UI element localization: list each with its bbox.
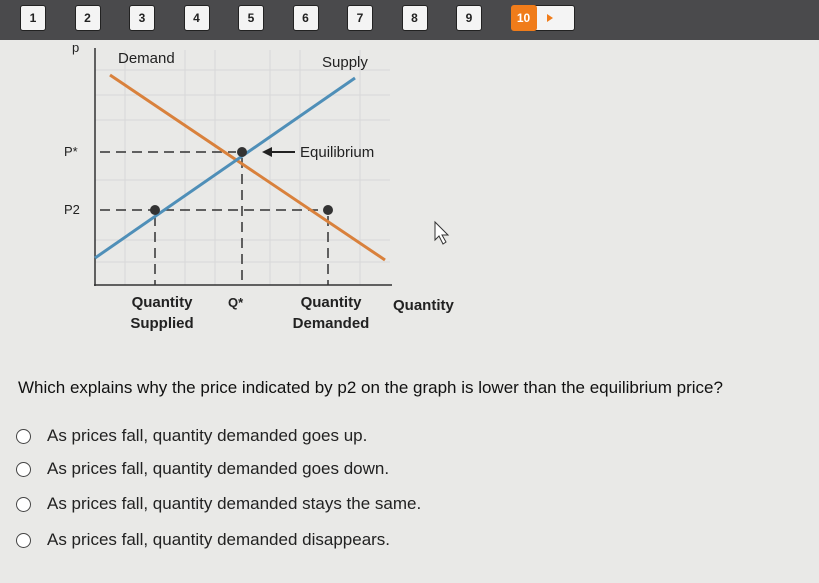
question: Which explains why the price indicated b… — [18, 378, 723, 397]
quantity-supplied-label: Quantity Supplied — [130, 294, 194, 332]
supply-label: Supply — [322, 54, 368, 71]
option-text: As prices fall, quantity demanded disapp… — [47, 530, 391, 549]
radio-button[interactable] — [16, 428, 31, 444]
quantity-demanded-label: Quantity Demanded — [292, 294, 370, 332]
p2-supply-point — [150, 205, 160, 215]
page-button[interactable]: 5 — [238, 5, 264, 31]
option-text: As prices fall, quantity demanded goes d… — [47, 459, 390, 478]
page-button[interactable]: 10 — [510, 5, 537, 31]
dashed-guides — [100, 151, 329, 285]
supply-curve — [94, 76, 356, 260]
demand-label: Demand — [118, 50, 175, 67]
page-button[interactable]: 6 — [292, 5, 319, 31]
page-button[interactable]: 1 — [20, 5, 46, 31]
x-axis-label: Quantity — [393, 297, 454, 314]
y-axis-label: p — [72, 40, 80, 55]
answer-option[interactable]: As prices fall, quantity demanded goes u… — [16, 426, 367, 446]
arrow-head — [262, 147, 272, 157]
answer-option[interactable]: As prices fall, quantity demanded disapp… — [16, 530, 390, 550]
option-text: As prices fall, quantity demanded goes u… — [47, 426, 368, 445]
page-button[interactable]: 2 — [74, 5, 101, 31]
page-button[interactable]: 3 — [129, 5, 155, 31]
q-star-label: Q* — [228, 295, 244, 310]
equilibrium-point — [237, 147, 247, 157]
equilibrium-label: Equilibrium — [300, 144, 375, 161]
next-arrow — [547, 14, 553, 22]
radio-button[interactable] — [16, 496, 31, 512]
option-text: As prices fall, quantity demanded stays … — [47, 494, 422, 513]
p-star-label: P* — [64, 144, 78, 159]
page-button[interactable]: 9 — [456, 5, 482, 31]
radio-button[interactable] — [16, 461, 31, 477]
page-button[interactable]: 4 — [183, 5, 210, 31]
demand-curve — [109, 73, 386, 262]
answer-option[interactable]: As prices fall, quantity demanded goes d… — [16, 459, 389, 479]
page-button[interactable]: 7 — [347, 5, 373, 31]
p2-demand-point — [323, 205, 333, 215]
grid — [95, 50, 390, 285]
cursor — [434, 220, 450, 245]
radio-button[interactable] — [16, 532, 31, 548]
answer-option[interactable]: As prices fall, quantity demanded stays … — [16, 494, 421, 514]
p2-label: P2 — [64, 202, 80, 217]
page-button[interactable]: 8 — [401, 5, 428, 31]
